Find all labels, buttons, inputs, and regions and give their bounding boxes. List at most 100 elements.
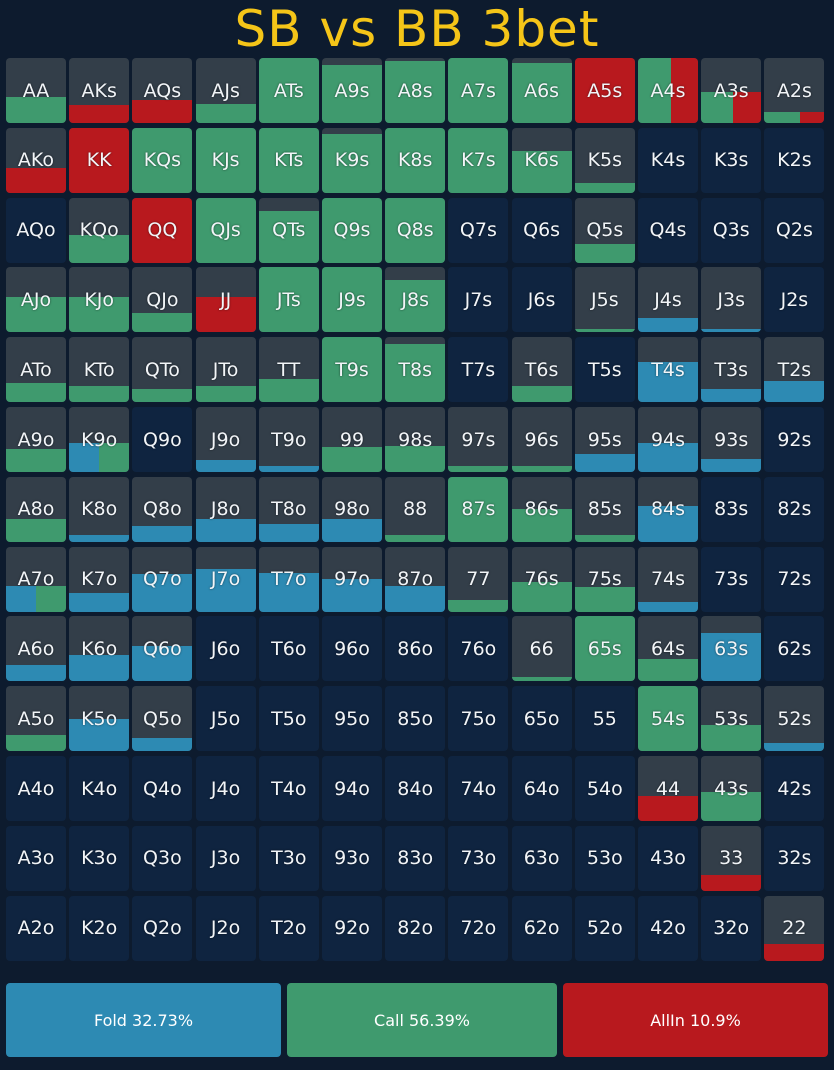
hand-cell-q3s[interactable]: Q3s xyxy=(701,197,762,263)
hand-cell-94s[interactable]: 94s xyxy=(638,407,698,472)
hand-cell-a2s[interactable]: A2s xyxy=(764,58,825,123)
hand-cell-j5s[interactable]: J5s xyxy=(574,267,635,333)
hand-cell-j4o[interactable]: J4o xyxy=(195,756,256,821)
hand-cell-72s[interactable]: 72s xyxy=(764,546,825,612)
hand-cell-54o[interactable]: 54o xyxy=(574,756,635,821)
hand-cell-k3o[interactable]: K3o xyxy=(69,825,130,891)
hand-cell-j3s[interactable]: J3s xyxy=(701,267,762,333)
hand-cell-a7o[interactable]: A7o xyxy=(6,546,66,612)
hand-cell-t3o[interactable]: T3o xyxy=(258,825,319,891)
hand-cell-t4s[interactable]: T4s xyxy=(638,337,698,403)
hand-cell-73s[interactable]: 73s xyxy=(701,546,762,612)
hand-cell-q6s[interactable]: Q6s xyxy=(511,197,572,263)
hand-cell-k4s[interactable]: K4s xyxy=(638,127,698,193)
hand-cell-k3s[interactable]: K3s xyxy=(701,127,762,193)
hand-cell-65s[interactable]: 65s xyxy=(574,616,635,682)
hand-cell-a8s[interactable]: A8s xyxy=(385,58,446,123)
hand-cell-96s[interactable]: 96s xyxy=(511,407,572,472)
hand-cell-72o[interactable]: 72o xyxy=(448,895,509,961)
hand-cell-t7o[interactable]: T7o xyxy=(258,546,319,612)
hand-cell-63s[interactable]: 63s xyxy=(701,616,762,682)
hand-cell-k9s[interactable]: K9s xyxy=(322,127,382,193)
hand-cell-84s[interactable]: 84s xyxy=(638,476,698,542)
hand-cell-53o[interactable]: 53o xyxy=(574,825,635,891)
hand-cell-83o[interactable]: 83o xyxy=(385,825,446,891)
hand-cell-53s[interactable]: 53s xyxy=(701,686,762,752)
hand-cell-t5o[interactable]: T5o xyxy=(258,686,319,752)
hand-cell-j4s[interactable]: J4s xyxy=(638,267,698,333)
hand-cell-95s[interactable]: 95s xyxy=(574,407,635,472)
hand-cell-a7s[interactable]: A7s xyxy=(448,58,509,123)
hand-cell-54s[interactable]: 54s xyxy=(638,686,698,752)
call-button[interactable]: Call 56.39% xyxy=(287,983,557,1057)
hand-cell-qts[interactable]: QTs xyxy=(258,197,319,263)
hand-cell-k4o[interactable]: K4o xyxy=(69,756,130,821)
hand-cell-kqo[interactable]: KQo xyxy=(69,197,130,263)
hand-cell-t7s[interactable]: T7s xyxy=(448,337,509,403)
hand-cell-33[interactable]: 33 xyxy=(701,825,762,891)
hand-cell-52s[interactable]: 52s xyxy=(764,686,825,752)
hand-cell-aqo[interactable]: AQo xyxy=(6,197,66,263)
hand-cell-t5s[interactable]: T5s xyxy=(574,337,635,403)
hand-cell-q7o[interactable]: Q7o xyxy=(132,546,193,612)
hand-cell-74o[interactable]: 74o xyxy=(448,756,509,821)
hand-cell-kk[interactable]: KK xyxy=(69,127,130,193)
hand-cell-k8s[interactable]: K8s xyxy=(385,127,446,193)
hand-cell-97s[interactable]: 97s xyxy=(448,407,509,472)
hand-cell-q2s[interactable]: Q2s xyxy=(764,197,825,263)
hand-cell-64s[interactable]: 64s xyxy=(638,616,698,682)
hand-cell-j8o[interactable]: J8o xyxy=(195,476,256,542)
hand-cell-j5o[interactable]: J5o xyxy=(195,686,256,752)
hand-cell-jts[interactable]: JTs xyxy=(258,267,319,333)
hand-cell-42s[interactable]: 42s xyxy=(764,756,825,821)
hand-cell-a5o[interactable]: A5o xyxy=(6,686,66,752)
hand-cell-kjo[interactable]: KJo xyxy=(69,267,130,333)
hand-cell-86s[interactable]: 86s xyxy=(511,476,572,542)
hand-cell-j6o[interactable]: J6o xyxy=(195,616,256,682)
hand-cell-85o[interactable]: 85o xyxy=(385,686,446,752)
hand-cell-96o[interactable]: 96o xyxy=(322,616,382,682)
hand-cell-64o[interactable]: 64o xyxy=(511,756,572,821)
fold-button[interactable]: Fold 32.73% xyxy=(6,983,281,1057)
hand-cell-k6s[interactable]: K6s xyxy=(511,127,572,193)
hand-cell-62o[interactable]: 62o xyxy=(511,895,572,961)
hand-cell-k5s[interactable]: K5s xyxy=(574,127,635,193)
hand-cell-q9o[interactable]: Q9o xyxy=(132,407,193,472)
hand-cell-86o[interactable]: 86o xyxy=(385,616,446,682)
hand-cell-qto[interactable]: QTo xyxy=(132,337,193,403)
hand-cell-j2s[interactable]: J2s xyxy=(764,267,825,333)
hand-cell-32s[interactable]: 32s xyxy=(764,825,825,891)
hand-cell-q9s[interactable]: Q9s xyxy=(322,197,382,263)
hand-cell-t8o[interactable]: T8o xyxy=(258,476,319,542)
hand-cell-87s[interactable]: 87s xyxy=(448,476,509,542)
hand-cell-85s[interactable]: 85s xyxy=(574,476,635,542)
hand-cell-a4o[interactable]: A4o xyxy=(6,756,66,821)
hand-cell-q4o[interactable]: Q4o xyxy=(132,756,193,821)
hand-cell-t6o[interactable]: T6o xyxy=(258,616,319,682)
hand-cell-q7s[interactable]: Q7s xyxy=(448,197,509,263)
hand-cell-a9o[interactable]: A9o xyxy=(6,407,66,472)
hand-cell-ajo[interactable]: AJo xyxy=(6,267,66,333)
hand-cell-qjo[interactable]: QJo xyxy=(132,267,193,333)
hand-cell-k8o[interactable]: K8o xyxy=(69,476,130,542)
hand-cell-aqs[interactable]: AQs xyxy=(132,58,193,123)
hand-cell-q5s[interactable]: Q5s xyxy=(574,197,635,263)
hand-cell-ako[interactable]: AKo xyxy=(6,127,66,193)
hand-cell-t3s[interactable]: T3s xyxy=(701,337,762,403)
hand-cell-32o[interactable]: 32o xyxy=(701,895,762,961)
hand-cell-t9o[interactable]: T9o xyxy=(258,407,319,472)
hand-cell-kts[interactable]: KTs xyxy=(258,127,319,193)
hand-cell-a6o[interactable]: A6o xyxy=(6,616,66,682)
allin-button[interactable]: AllIn 10.9% xyxy=(563,983,828,1057)
hand-cell-74s[interactable]: 74s xyxy=(638,546,698,612)
hand-cell-ats[interactable]: ATs xyxy=(258,58,319,123)
hand-cell-a2o[interactable]: A2o xyxy=(6,895,66,961)
hand-cell-t2s[interactable]: T2s xyxy=(764,337,825,403)
hand-cell-kjs[interactable]: KJs xyxy=(195,127,256,193)
hand-cell-k5o[interactable]: K5o xyxy=(69,686,130,752)
hand-cell-ajs[interactable]: AJs xyxy=(195,58,256,123)
hand-cell-kto[interactable]: KTo xyxy=(69,337,130,403)
hand-cell-j8s[interactable]: J8s xyxy=(385,267,446,333)
hand-cell-62s[interactable]: 62s xyxy=(764,616,825,682)
hand-cell-98s[interactable]: 98s xyxy=(385,407,446,472)
